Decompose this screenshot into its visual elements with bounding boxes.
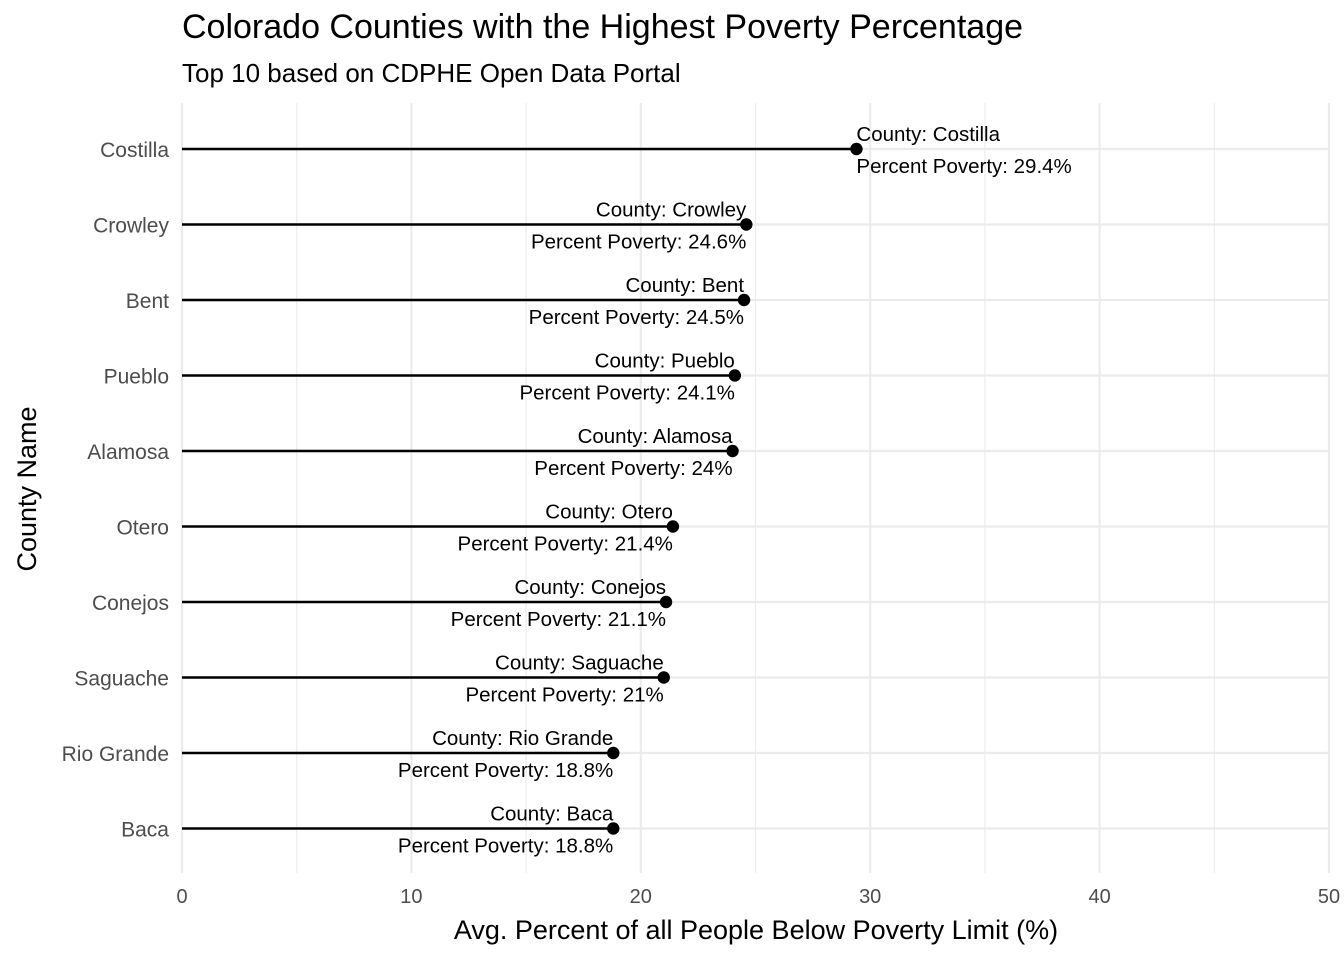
- y-tick-label: Conejos: [92, 592, 169, 615]
- lollipop-point: [726, 444, 739, 458]
- chart-title: Colorado Counties with the Highest Pover…: [182, 8, 1024, 46]
- data-labels: County: Costilla Percent Poverty: 29.4% Co…: [398, 123, 1072, 858]
- lollipop-point: [666, 520, 680, 533]
- data-label-county: County: Saguache: [495, 652, 664, 675]
- y-tick-label: Alamosa: [87, 441, 169, 464]
- x-tick-label: 10: [400, 886, 422, 908]
- y-tick-label: Saguache: [74, 668, 169, 691]
- data-label-county: County: Alamosa: [578, 425, 734, 448]
- y-tick-label: Bent: [126, 290, 169, 313]
- data-label-percent: Percent Poverty: 21.4%: [458, 533, 673, 556]
- lollipop-point: [607, 746, 620, 760]
- data-label-county: County: Baca: [490, 803, 614, 826]
- data-label-percent: Percent Poverty: 24.5%: [529, 306, 744, 329]
- x-tick-label: 50: [1318, 886, 1340, 908]
- lollipop-point: [659, 595, 673, 609]
- x-tick-label: 0: [176, 886, 187, 908]
- y-tick-label: Baca: [121, 819, 169, 842]
- chart-marks: [182, 142, 863, 835]
- data-label-percent: Percent Poverty: 21%: [465, 684, 663, 707]
- chart-subtitle: Top 10 based on CDPHE Open Data Portal: [182, 58, 681, 88]
- data-label-percent: Percent Poverty: 21.1%: [451, 608, 666, 631]
- y-tick-label: Rio Grande: [62, 743, 169, 766]
- lollipop-point: [657, 671, 670, 684]
- data-label-percent: Percent Poverty: 24.1%: [519, 382, 734, 405]
- y-tick-label: Costilla: [100, 139, 169, 162]
- data-label-percent: Percent Poverty: 24%: [534, 457, 732, 480]
- y-tick-label: Pueblo: [104, 366, 169, 389]
- data-label-county: County: Bent: [626, 274, 745, 297]
- lollipop-point: [740, 218, 753, 231]
- x-axis-title: Avg. Percent of all People Below Poverty…: [454, 915, 1058, 945]
- data-label-county: County: Otero: [545, 501, 673, 524]
- data-label-percent: Percent Poverty: 24.6%: [531, 231, 746, 254]
- y-tick-label: Crowley: [93, 215, 169, 238]
- grid-lines: [180, 103, 1331, 873]
- data-label-county: County: Rio Grande: [432, 727, 613, 750]
- axes: 0 10 20 30 40 50 Costilla Crowley Bent Pueblo Alam…: [62, 139, 1341, 908]
- lollipop-point: [728, 369, 742, 382]
- data-label-percent: Percent Poverty: 18.8%: [398, 759, 613, 782]
- x-tick-label: 30: [859, 886, 881, 908]
- data-label-county: County: Crowley: [596, 199, 747, 222]
- lollipop-point: [850, 142, 863, 156]
- y-axis-title: County Name: [12, 406, 42, 571]
- y-tick-label: Otero: [116, 517, 169, 540]
- x-tick-label: 40: [1088, 886, 1110, 908]
- data-label-percent: Percent Poverty: 29.4%: [856, 155, 1071, 178]
- data-label-county: County: Costilla: [856, 123, 1000, 146]
- lollipop-point: [607, 822, 620, 835]
- data-label-percent: Percent Poverty: 18.8%: [398, 835, 613, 858]
- lollipop-point: [737, 293, 751, 307]
- x-tick-label: 20: [630, 886, 652, 908]
- data-label-county: County: Conejos: [514, 576, 666, 599]
- data-label-county: County: Pueblo: [595, 350, 735, 373]
